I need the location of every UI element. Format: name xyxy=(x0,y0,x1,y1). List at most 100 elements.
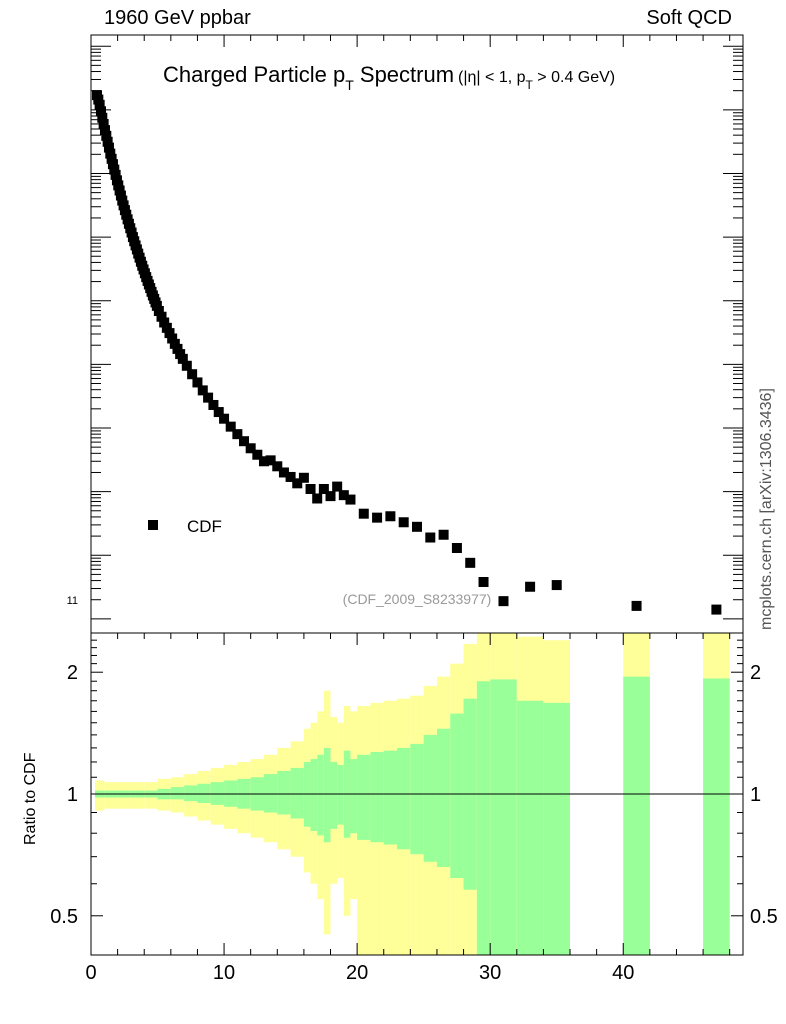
data-point xyxy=(103,142,114,153)
ratio-axes: 0 10 20 30 40 0.5 0.5 1 1 2 2 xyxy=(50,632,778,984)
data-point xyxy=(345,494,356,505)
data-point xyxy=(213,407,224,418)
data-point xyxy=(232,429,243,440)
data-point xyxy=(159,317,170,328)
stat-uncertainty-bar xyxy=(357,754,371,840)
x-tick-label: 40 xyxy=(612,962,634,984)
stat-uncertainty-bar xyxy=(317,754,324,836)
stat-uncertainty-bar xyxy=(277,770,291,815)
spectrum-text: Charged Particle pT Spectrum (|η| < 1, pT… xyxy=(67,62,616,607)
y-tick-label: 2 xyxy=(67,662,78,684)
data-point xyxy=(151,300,162,311)
analysis-watermark: (CDF_2009_S8233977) xyxy=(343,591,492,607)
data-point xyxy=(258,456,269,467)
data-point xyxy=(525,581,536,592)
x-tick-label: 30 xyxy=(479,962,501,984)
stat-uncertainty-bar xyxy=(410,743,424,855)
y-tick-label: 11 xyxy=(67,595,78,607)
data-point xyxy=(107,159,118,170)
stat-uncertainty-bar xyxy=(490,679,517,955)
header-energy-label: 1960 GeV ppbar xyxy=(104,7,251,29)
spectrum-axes xyxy=(90,34,744,634)
data-point xyxy=(272,461,283,472)
stat-uncertainty-bar xyxy=(423,734,437,862)
data-point xyxy=(94,99,105,110)
data-point xyxy=(113,180,124,191)
stat-uncertainty-bar xyxy=(370,752,384,843)
stat-uncertainty-bar xyxy=(290,767,304,819)
data-point xyxy=(161,322,172,333)
data-point xyxy=(172,343,183,354)
data-point xyxy=(102,136,113,147)
x-tick-label: 20 xyxy=(346,962,368,984)
data-point xyxy=(106,153,117,164)
data-point xyxy=(93,94,104,105)
data-point xyxy=(225,421,236,432)
data-point xyxy=(498,596,509,607)
data-point xyxy=(325,491,336,502)
data-point xyxy=(203,392,214,403)
data-point xyxy=(245,443,256,454)
data-point xyxy=(153,305,164,316)
data-point xyxy=(398,517,409,528)
data-point xyxy=(385,511,396,522)
data-point xyxy=(156,311,167,322)
stat-uncertainty-bar xyxy=(516,700,544,955)
x-tick-label: 10 xyxy=(213,962,235,984)
y-tick-label: 1 xyxy=(67,784,78,806)
data-point xyxy=(332,481,343,492)
data-point xyxy=(101,130,112,141)
data-point xyxy=(465,557,476,568)
data-point xyxy=(177,353,188,364)
stat-uncertainty-bar xyxy=(703,678,730,955)
y-tick-label-right: 2 xyxy=(750,662,761,684)
legend-marker xyxy=(148,520,158,530)
data-point xyxy=(372,512,383,523)
data-point xyxy=(114,185,125,196)
data-point xyxy=(164,328,175,339)
chart-title: Charged Particle pT Spectrum (|η| < 1, pT… xyxy=(163,62,615,93)
data-point xyxy=(252,449,263,460)
data-point xyxy=(338,490,349,501)
stat-uncertainty-bar xyxy=(543,702,571,955)
data-point xyxy=(115,190,126,201)
data-point xyxy=(167,333,178,344)
stat-uncertainty-bar xyxy=(436,728,451,868)
data-point xyxy=(110,169,121,180)
data-point xyxy=(631,600,642,611)
stat-uncertainty-bar xyxy=(197,783,211,804)
data-point xyxy=(219,413,230,424)
stat-uncertainty-bar xyxy=(337,764,344,825)
data-point xyxy=(312,493,323,504)
y-tick-label-right: 0.5 xyxy=(750,906,778,928)
spectrum-frame xyxy=(90,34,744,634)
data-point xyxy=(265,455,276,466)
data-point xyxy=(97,112,108,123)
data-point xyxy=(305,483,316,494)
stat-uncertainty-bar xyxy=(210,782,225,805)
stat-uncertainty-bar xyxy=(184,785,198,802)
data-point xyxy=(285,471,296,482)
data-point xyxy=(298,472,309,483)
spectrum-points xyxy=(91,90,722,615)
data-point xyxy=(208,399,219,410)
stat-uncertainty-bar xyxy=(263,774,278,813)
stat-uncertainty-bar xyxy=(623,676,650,955)
data-point xyxy=(187,369,198,380)
legend-label: CDF xyxy=(187,517,222,536)
data-point xyxy=(181,360,192,371)
data-point xyxy=(99,125,110,136)
stat-uncertainty-bar xyxy=(450,713,464,878)
data-point xyxy=(109,164,120,175)
header-category-label: Soft QCD xyxy=(646,7,732,29)
data-point xyxy=(318,483,329,494)
stat-uncertainty-bar xyxy=(330,761,338,829)
data-point xyxy=(478,576,489,587)
data-point xyxy=(111,175,122,186)
data-point xyxy=(551,580,562,591)
data-point xyxy=(105,148,116,159)
data-point xyxy=(95,106,106,117)
data-point xyxy=(98,118,109,129)
data-point xyxy=(197,385,208,396)
